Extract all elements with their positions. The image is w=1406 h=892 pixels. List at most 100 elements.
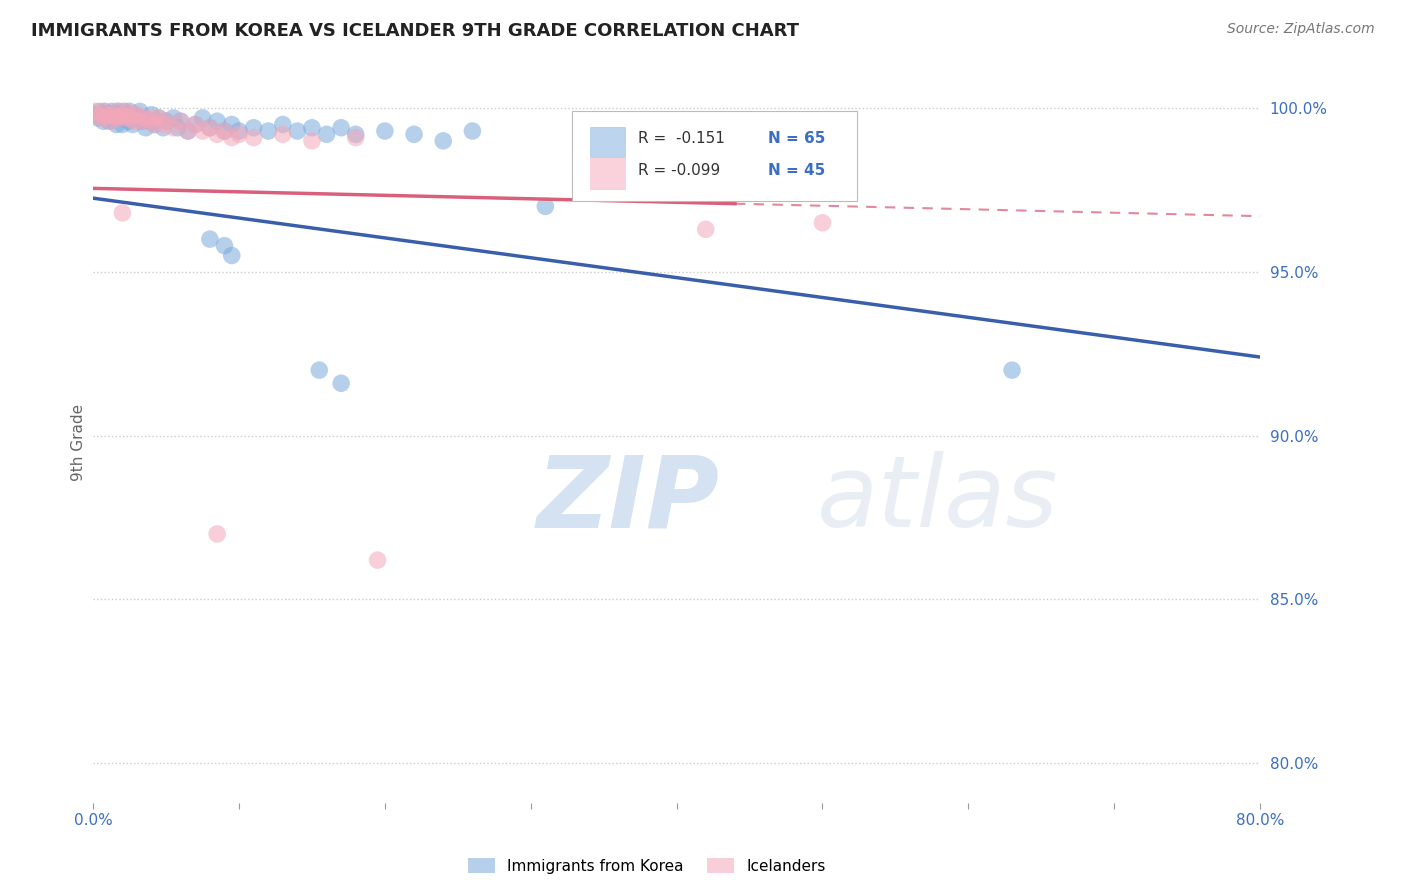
Legend: Immigrants from Korea, Icelanders: Immigrants from Korea, Icelanders (461, 852, 832, 880)
Point (214, 124, 236, 138)
Point (191, 111, 214, 125)
Point (141, 111, 163, 125)
Point (143, 118, 166, 132)
Point (152, 118, 174, 132)
Point (115, 104, 138, 119)
Point (115, 108, 138, 122)
Point (432, 134, 454, 148)
Point (94, 111, 117, 125)
Point (184, 118, 207, 132)
Point (170, 114, 193, 128)
Point (162, 120, 184, 135)
Point (97, 108, 120, 122)
Point (143, 118, 166, 132)
Point (330, 120, 353, 135)
Point (101, 104, 124, 119)
Point (228, 128, 250, 142)
Point (155, 114, 177, 128)
Point (138, 114, 160, 128)
Point (205, 527, 228, 541)
Point (214, 124, 236, 138)
Point (177, 124, 200, 138)
Text: N = 45: N = 45 (768, 163, 825, 178)
Point (162, 111, 184, 125)
Point (110, 108, 132, 122)
Point (104, 108, 127, 122)
Point (198, 120, 221, 135)
Point (177, 124, 200, 138)
Point (402, 128, 425, 142)
Text: atlas: atlas (817, 451, 1059, 549)
Point (83, 104, 105, 119)
Point (135, 120, 157, 135)
FancyBboxPatch shape (572, 111, 858, 201)
Point (94, 104, 117, 119)
Point (148, 111, 170, 125)
Point (93, 114, 115, 128)
Point (695, 222, 717, 236)
Point (152, 120, 174, 135)
Point (141, 108, 163, 122)
Point (330, 376, 353, 391)
Point (86, 111, 108, 125)
Point (205, 128, 228, 142)
Point (103, 111, 125, 125)
Point (121, 118, 143, 132)
Point (98, 114, 121, 128)
Point (205, 114, 228, 128)
Point (134, 111, 156, 125)
Point (534, 199, 557, 213)
Point (111, 118, 134, 132)
Point (117, 114, 139, 128)
Point (107, 104, 129, 119)
Point (811, 216, 834, 230)
Point (93, 104, 115, 119)
Point (242, 130, 264, 145)
Point (118, 104, 141, 119)
Point (221, 130, 243, 145)
Point (374, 124, 396, 138)
FancyBboxPatch shape (591, 127, 626, 157)
Text: R =  -0.151: R = -0.151 (638, 131, 725, 146)
Text: R = -0.099: R = -0.099 (638, 163, 720, 178)
Text: ZIP: ZIP (537, 451, 720, 549)
Point (101, 108, 124, 122)
Point (461, 124, 484, 138)
Point (108, 111, 131, 125)
Point (100, 114, 122, 128)
Point (134, 111, 156, 125)
Point (271, 118, 294, 132)
Point (308, 363, 330, 377)
Point (107, 104, 129, 119)
Point (214, 238, 236, 252)
Point (87, 104, 110, 119)
Point (112, 104, 135, 119)
Point (128, 114, 150, 128)
Point (166, 120, 188, 135)
Point (120, 111, 142, 125)
Point (221, 248, 243, 262)
Point (301, 134, 323, 148)
Point (198, 120, 221, 135)
Point (111, 206, 134, 220)
Point (118, 111, 141, 125)
Y-axis label: 9th Grade: 9th Grade (72, 404, 86, 481)
Point (97, 108, 120, 122)
Point (170, 114, 193, 128)
Point (257, 124, 280, 138)
Point (108, 111, 131, 125)
Point (104, 111, 127, 125)
Point (148, 111, 170, 125)
Point (155, 114, 177, 128)
Point (89, 111, 111, 125)
Point (228, 124, 250, 138)
Point (131, 114, 153, 128)
Point (138, 114, 160, 128)
Point (198, 232, 221, 246)
Point (122, 108, 145, 122)
Point (91, 108, 114, 122)
Point (191, 124, 214, 138)
Text: IMMIGRANTS FROM KOREA VS ICELANDER 9TH GRADE CORRELATION CHART: IMMIGRANTS FROM KOREA VS ICELANDER 9TH G… (31, 22, 799, 40)
Point (242, 120, 264, 135)
Point (86, 108, 108, 122)
